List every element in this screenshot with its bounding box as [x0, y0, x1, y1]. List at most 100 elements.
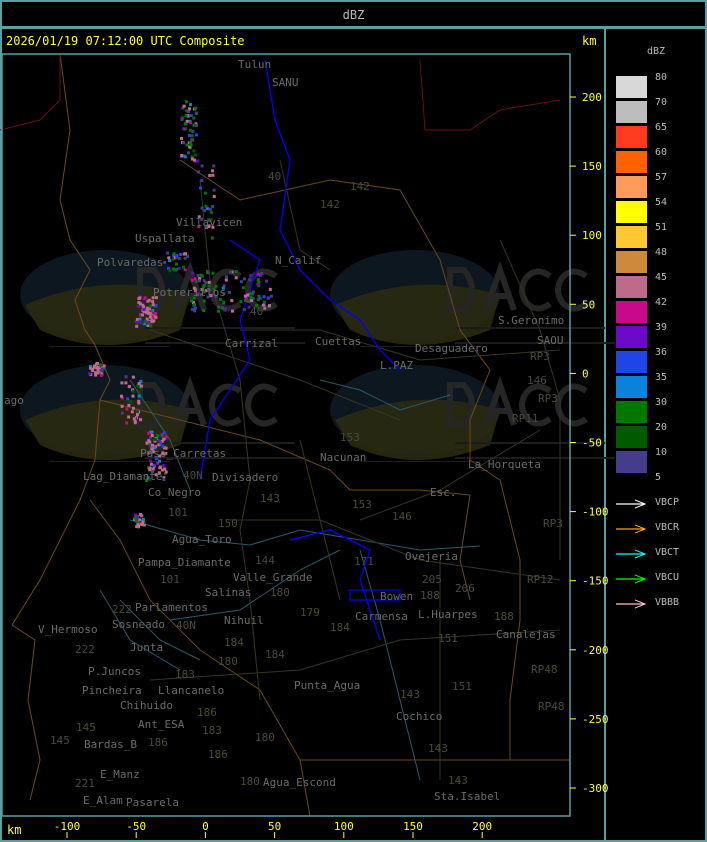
dacc-logo [20, 250, 305, 347]
axes: 200 150 100 50 0 -50 -100 -150 -200 -250 -300 -100 -… [54, 91, 609, 838]
legend-value: 35 [655, 372, 668, 383]
place-label: Pasarela [126, 796, 179, 809]
legend-swatch [616, 301, 647, 323]
road-label: 184 [224, 636, 244, 649]
echo-pixel [126, 397, 130, 401]
echo-pixel [161, 451, 165, 455]
echo-pixel [257, 281, 261, 284]
echo-pixel [182, 104, 186, 108]
radar-name: VBBB [655, 597, 680, 608]
echo-pixel [163, 472, 167, 476]
road-label: 222 [75, 643, 95, 656]
echo-pixel [211, 169, 214, 173]
place-label: Ovejeria [405, 550, 458, 563]
echo-pixel [151, 467, 155, 471]
dacc-logo [330, 365, 615, 462]
echo-pixel [175, 255, 179, 259]
legend-swatch [616, 276, 647, 298]
road-label: 40 [268, 170, 281, 183]
place-label: SAOU [537, 334, 564, 347]
echo-pixel [224, 278, 228, 282]
echo-pixel [204, 204, 208, 208]
echo-pixel [147, 431, 151, 435]
echo-pixel [262, 295, 266, 299]
echo-pixel [209, 294, 213, 298]
place-label: Llancanelo [158, 684, 224, 697]
echo-pixel [191, 300, 195, 304]
echo-pixel [243, 277, 247, 281]
echo-pixel [154, 304, 158, 308]
echo-pixel [191, 129, 195, 133]
echo-pixel [157, 443, 161, 447]
echo-pixel [99, 368, 103, 372]
map-line [359, 549, 421, 781]
echo-pixel [102, 364, 106, 368]
echo-pixel [141, 320, 145, 324]
echo-pixel [137, 394, 141, 398]
echo-pixel [141, 303, 145, 307]
echo-pixel [141, 313, 145, 317]
place-label: Villavicen [176, 216, 242, 229]
echo-pixel [120, 404, 124, 408]
echo-pixel [175, 254, 179, 258]
road-label: 143 [400, 688, 420, 701]
echo-pixel [166, 251, 170, 255]
road-label: 101 [160, 573, 180, 586]
map-line [199, 179, 261, 701]
echo-pixel [199, 186, 202, 190]
echo-pixel [208, 288, 212, 292]
echo-pixel [251, 290, 255, 294]
echo-pixel [125, 407, 129, 411]
y-tick-label: -300 [582, 782, 609, 795]
echo-pixel [139, 380, 143, 383]
road-label: 180 [240, 775, 260, 788]
map-line [459, 494, 471, 601]
echo-pixel [137, 399, 141, 403]
echo-pixel [182, 127, 186, 131]
map-line [149, 329, 401, 421]
echo-pixel [138, 296, 142, 300]
legend-value: 20 [655, 422, 668, 433]
echo-pixel [193, 277, 197, 281]
echo-pixel [211, 173, 215, 177]
echo-pixel [268, 304, 271, 308]
place-label: Desaguadero [415, 342, 488, 355]
echo-pixel [167, 256, 171, 260]
echo-pixel [164, 435, 168, 439]
echo-pixel [260, 272, 264, 276]
echo-pixel [188, 145, 192, 149]
echo-pixel [231, 309, 234, 313]
km-unit-label: km [582, 34, 597, 48]
echo-pixel [195, 111, 199, 115]
radar-arrow-icon [616, 524, 647, 534]
echo-pixel [264, 279, 268, 283]
echo-pixel [133, 513, 137, 517]
echo-pixel [124, 381, 128, 385]
place-label: Co_Negro [148, 486, 201, 499]
echo-pixel [206, 270, 210, 274]
place-label: Agua_Escond [263, 776, 336, 789]
place-label: Pampa_Diamante [138, 556, 231, 569]
echo-pixel [183, 127, 187, 131]
map-lines [0, 53, 570, 817]
echo-pixel [164, 446, 168, 450]
place-label: Nihuil [224, 614, 264, 627]
legend-value: 39 [655, 322, 668, 333]
map-line [119, 599, 201, 661]
echo-pixel [156, 461, 160, 465]
echo-pixel [131, 406, 135, 410]
echo-pixel [168, 259, 172, 262]
echo-pixel [150, 469, 154, 473]
echo-pixel [168, 269, 172, 273]
echo-pixel [99, 363, 103, 367]
echo-pixel [212, 195, 216, 198]
echo-pixel [202, 283, 206, 287]
place-label: Salinas [205, 586, 251, 599]
echo-pixel [151, 309, 155, 312]
echo-pixel [190, 138, 194, 142]
echo-pixel [255, 304, 258, 308]
echo-pixel [234, 276, 238, 280]
echo-pixel [211, 205, 214, 209]
echo-pixel [91, 368, 95, 371]
